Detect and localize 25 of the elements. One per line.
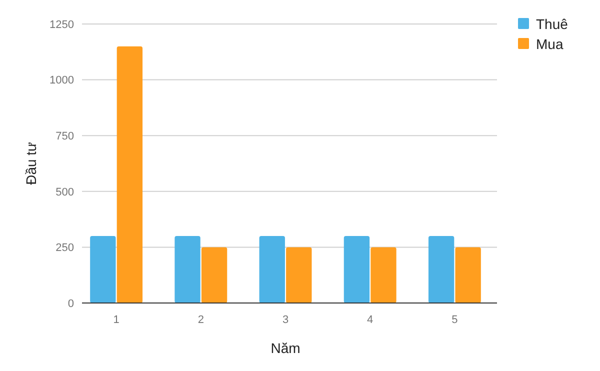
legend-label: Thuê (536, 16, 568, 32)
y-tick-label: 250 (56, 242, 74, 254)
bar (90, 236, 116, 303)
bar (370, 247, 396, 303)
x-tick-label: 2 (198, 314, 204, 326)
legend-label: Mua (536, 36, 564, 52)
y-axis-title: Đầu tư (23, 142, 39, 185)
x-tick-label: 5 (452, 314, 458, 326)
bar (286, 247, 312, 303)
bar (174, 236, 200, 303)
x-tick-label: 3 (282, 314, 289, 326)
bar (201, 247, 228, 303)
y-tick-label: 1250 (50, 18, 74, 31)
bar (259, 236, 285, 303)
bar (116, 46, 143, 303)
y-tick-label: 0 (68, 298, 74, 310)
bar (428, 236, 454, 303)
y-tick-label: 750 (56, 130, 74, 142)
x-tick-label: 4 (367, 314, 374, 326)
x-axis-title: Năm (270, 340, 300, 356)
y-tick-label: 500 (56, 186, 74, 198)
y-tick-label: 1000 (50, 74, 74, 87)
x-tick-label: 1 (113, 314, 120, 326)
bar (455, 247, 481, 303)
bar (344, 236, 370, 303)
